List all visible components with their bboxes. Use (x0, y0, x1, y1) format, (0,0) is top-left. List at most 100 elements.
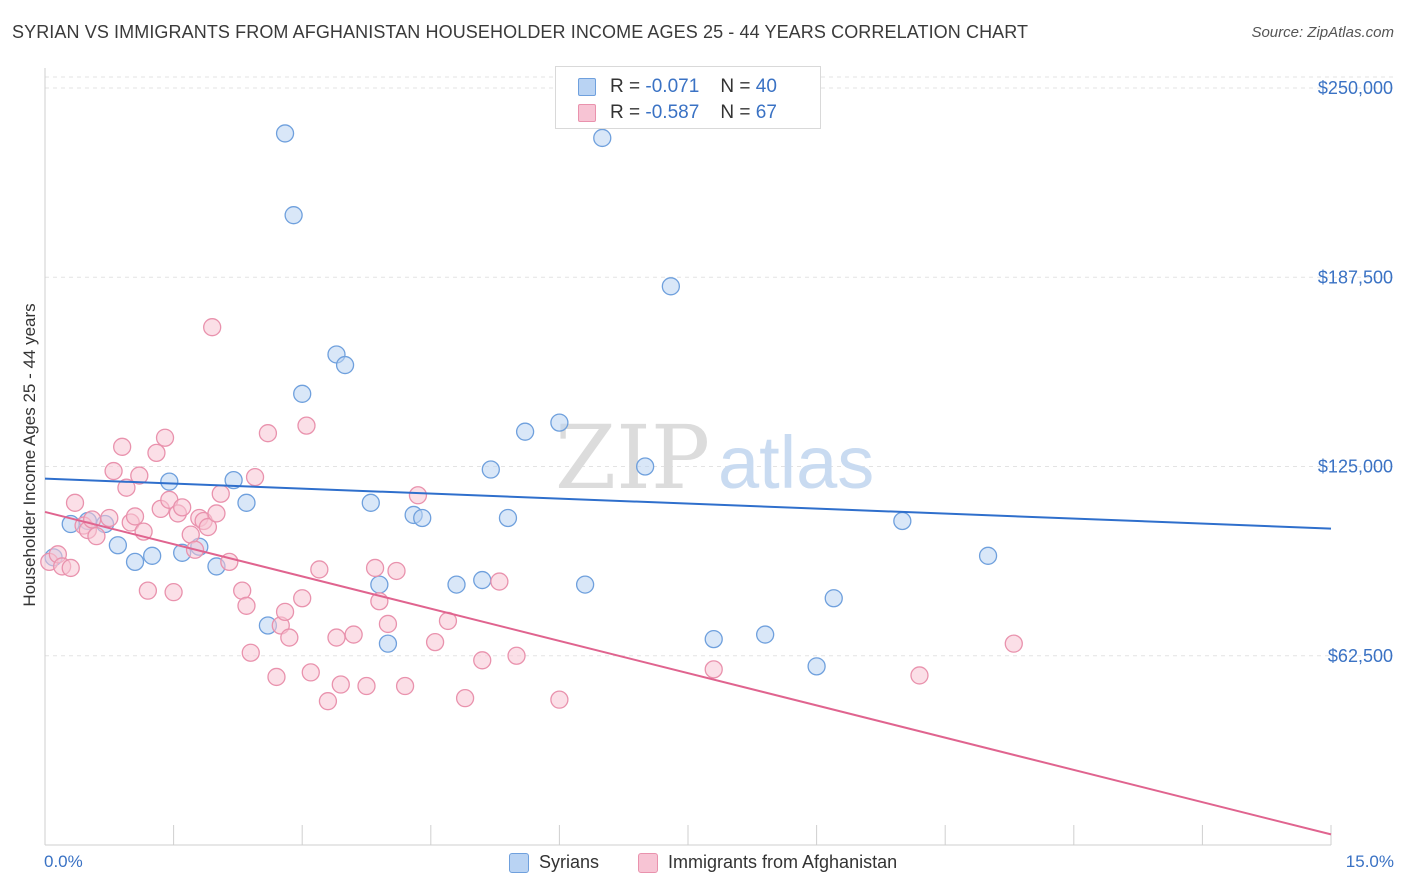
data-point (130, 466, 149, 485)
data-point (507, 646, 526, 665)
data-point (125, 552, 145, 572)
data-point (147, 443, 166, 463)
data-point (100, 508, 119, 528)
data-point (245, 467, 265, 487)
data-point (593, 128, 612, 148)
data-point (756, 625, 775, 644)
data-point (138, 581, 158, 600)
data-point (293, 384, 312, 403)
data-point (807, 657, 826, 676)
data-point (425, 632, 445, 652)
data-point (237, 596, 256, 615)
data-point (293, 589, 312, 608)
data-point (378, 634, 398, 653)
data-point (327, 628, 346, 647)
data-point (893, 511, 912, 531)
r-label: R = (610, 76, 641, 97)
data-point (113, 437, 132, 456)
data-point (267, 667, 286, 687)
data-point (455, 688, 475, 708)
trend-line-syrians (44, 477, 1332, 530)
r-value: -0.071 (645, 76, 700, 97)
data-point (704, 660, 723, 679)
data-point (211, 484, 230, 503)
data-point (408, 486, 428, 505)
data-point (365, 558, 385, 578)
data-point (331, 675, 350, 694)
data-point (61, 558, 80, 578)
legend-label: Syrians (539, 852, 600, 872)
data-point (575, 575, 595, 594)
r-value: -0.587 (645, 102, 700, 123)
data-point (117, 478, 136, 497)
trend-line-afghanistan (44, 510, 1332, 836)
data-point (413, 508, 432, 528)
data-point (65, 493, 85, 512)
x-tick-max: 15.0% (1345, 852, 1394, 871)
n-label: N = (720, 102, 751, 123)
y-tick-label: $62,500 (1328, 646, 1393, 666)
legend-swatch-pink (638, 853, 658, 873)
data-point (481, 460, 500, 479)
data-point (233, 581, 252, 600)
data-point (224, 470, 243, 490)
chart-title: SYRIAN VS IMMIGRANTS FROM AFGHANISTAN HO… (12, 22, 1029, 42)
data-point (361, 493, 380, 512)
trend-lines (44, 477, 1332, 836)
data-point (275, 602, 295, 621)
data-point (357, 676, 376, 696)
legend-swatch-pink (578, 104, 596, 122)
data-point (143, 546, 162, 565)
data-point (498, 508, 518, 528)
n-label: N = (720, 76, 751, 97)
data-point (635, 457, 655, 476)
r-label: R = (610, 102, 641, 123)
axes (44, 68, 1332, 846)
stats-legend: R = -0.071 N = 40 R = -0.587 N = 67 (555, 66, 821, 129)
data-point (344, 625, 363, 644)
data-point (704, 629, 723, 649)
legend-label: Immigrants from Afghanistan (668, 852, 898, 872)
data-point (203, 318, 222, 337)
data-point (155, 428, 175, 447)
data-point (241, 643, 260, 662)
data-point (1004, 634, 1023, 653)
watermark-atlas: atlas (718, 421, 874, 504)
data-point (490, 572, 509, 591)
watermark-zip: ZIP (555, 406, 710, 509)
y-axis-label: Householder Income Ages 25 - 44 years (20, 303, 39, 607)
data-point (207, 504, 226, 523)
data-point (284, 206, 303, 225)
legend-swatch-blue (509, 853, 529, 873)
data-point (297, 416, 316, 435)
n-value: 40 (755, 76, 777, 97)
data-point (237, 493, 256, 512)
data-point (301, 663, 320, 682)
data-point (104, 461, 123, 481)
x-tick-min: 0.0% (44, 852, 83, 871)
data-point (387, 561, 406, 581)
y-tick-labels: $62,500 $125,000 $187,500 $250,000 (1318, 78, 1393, 666)
data-point (550, 690, 569, 709)
data-point (280, 628, 299, 647)
data-point (108, 536, 128, 555)
data-point (125, 507, 145, 526)
watermark: ZIP atlas (555, 406, 874, 509)
series-syrians (44, 124, 998, 676)
gridlines (45, 76, 1395, 657)
data-point (173, 498, 192, 517)
data-point (318, 692, 338, 711)
y-tick-label: $125,000 (1318, 457, 1393, 477)
data-point (661, 277, 681, 296)
data-point (447, 575, 466, 594)
data-point (378, 614, 398, 634)
legend-swatch-blue (578, 78, 596, 96)
data-point (824, 589, 843, 608)
source-label: Source: ZipAtlas.com (1251, 24, 1394, 41)
data-point (910, 666, 929, 685)
data-point (550, 413, 569, 432)
data-point (395, 676, 415, 696)
series-afghanistan (40, 318, 1023, 711)
data-point (335, 355, 355, 375)
